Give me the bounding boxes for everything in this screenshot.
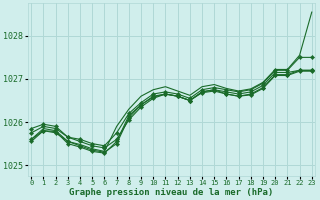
X-axis label: Graphe pression niveau de la mer (hPa): Graphe pression niveau de la mer (hPa) [69,188,274,197]
